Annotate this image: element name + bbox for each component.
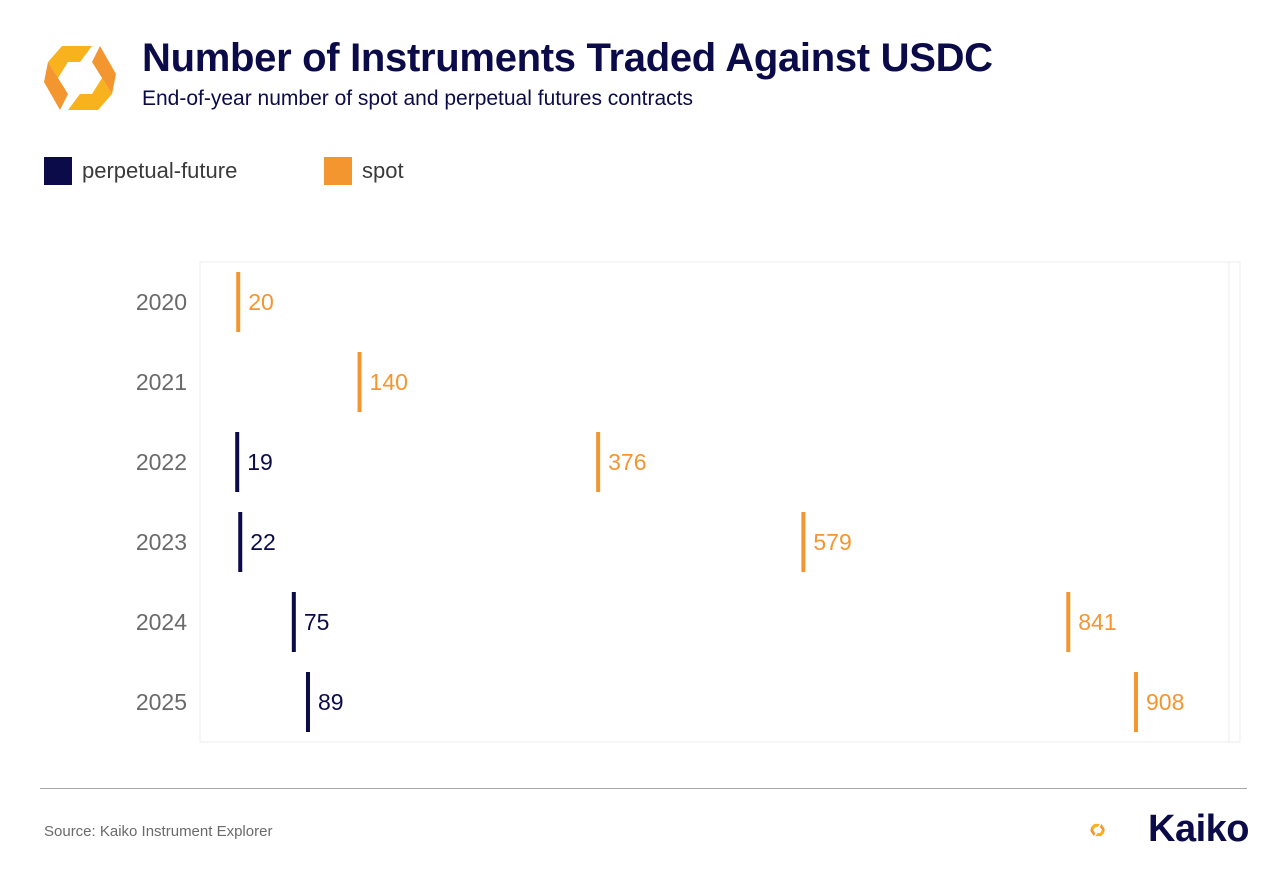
legend-swatch-perpetual-future: [44, 157, 72, 185]
data-label-perpetual-future-2022: 19: [247, 449, 273, 475]
mark-spot-2022: [596, 432, 601, 492]
mark-spot-2021: [357, 352, 362, 412]
category-label-2020: 2020: [136, 289, 187, 315]
legend-item-perpetual-future: perpetual-future: [44, 157, 237, 185]
data-label-spot-2022: 376: [608, 449, 646, 475]
footer-divider: [40, 788, 1247, 789]
plot-area: [199, 261, 1241, 743]
category-label-2021: 2021: [136, 369, 187, 395]
data-label-spot-2020: 20: [248, 289, 274, 315]
data-label-perpetual-future-2024: 75: [304, 609, 330, 635]
category-label-2024: 2024: [136, 609, 187, 635]
mark-perpetual-future-2022: [235, 432, 240, 492]
data-label-perpetual-future-2025: 89: [318, 689, 344, 715]
category-label-2022: 2022: [136, 449, 187, 475]
chart-subtitle: End-of-year number of spot and perpetual…: [142, 87, 693, 110]
kaiko-logo-icon: [44, 46, 116, 110]
category-label-2023: 2023: [136, 529, 187, 555]
mark-perpetual-future-2025: [305, 672, 310, 732]
mark-perpetual-future-2023: [238, 512, 243, 572]
mark-spot-2023: [801, 512, 806, 572]
legend-label: perpetual-future: [82, 158, 238, 183]
legend-swatch-spot: [324, 157, 352, 185]
legend-label: spot: [362, 158, 404, 183]
chart-title: Number of Instruments Traded Against USD…: [142, 36, 993, 80]
mark-spot-2020: [236, 272, 241, 332]
mark-spot-2025: [1134, 672, 1138, 732]
data-label-spot-2024: 841: [1078, 609, 1116, 635]
data-label-spot-2025: 908: [1146, 689, 1184, 715]
kaiko-logo-icon: [1090, 823, 1105, 837]
mark-perpetual-future-2024: [291, 592, 296, 652]
data-label-spot-2023: 579: [813, 529, 851, 555]
legend-item-spot: spot: [324, 157, 404, 185]
source-note: Source: Kaiko Instrument Explorer: [44, 823, 273, 840]
brand-name: Kaiko: [1148, 808, 1249, 850]
data-label-perpetual-future-2023: 22: [250, 529, 276, 555]
mark-spot-2024: [1066, 592, 1071, 652]
data-label-spot-2021: 140: [370, 369, 408, 395]
category-label-2025: 2025: [136, 689, 187, 715]
